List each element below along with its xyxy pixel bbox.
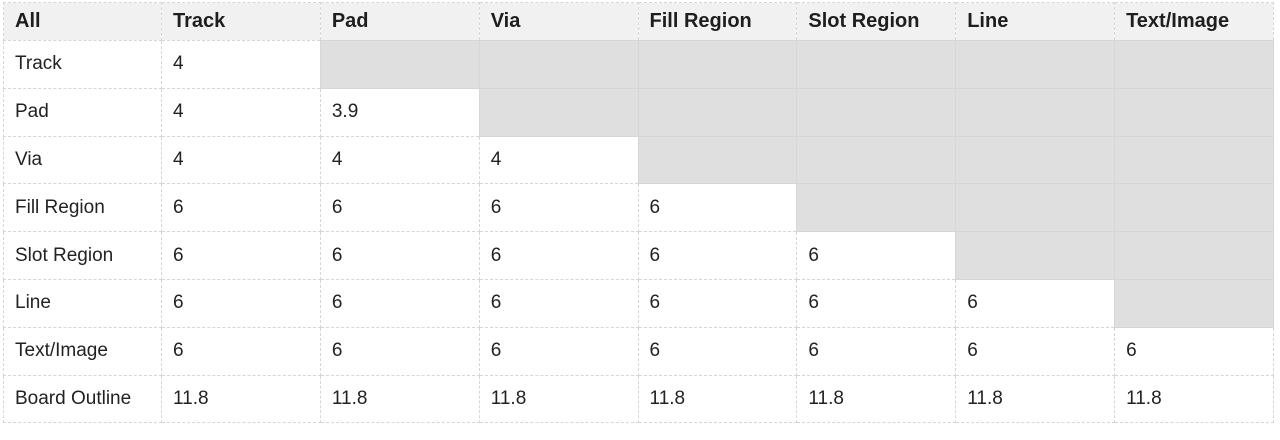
clearance-value-cell[interactable]: 4 bbox=[161, 40, 321, 89]
table-row: Slot Region 6 6 6 6 6 bbox=[3, 231, 1274, 280]
table-row: Via 4 4 4 bbox=[3, 135, 1274, 185]
clearance-value-cell[interactable]: 6 bbox=[319, 183, 480, 233]
clearance-value-cell[interactable]: 6 bbox=[955, 326, 1116, 376]
disabled-cell bbox=[955, 135, 1116, 185]
column-header[interactable]: Via bbox=[478, 2, 639, 41]
disabled-cell bbox=[637, 40, 798, 89]
clearance-value-cell[interactable]: 6 bbox=[637, 183, 798, 233]
row-header[interactable]: Line bbox=[3, 278, 162, 328]
clearance-value-cell[interactable]: 6 bbox=[478, 278, 639, 328]
clearance-table: All Track Pad Via Fill Region Slot Regio… bbox=[3, 2, 1274, 424]
clearance-value-cell[interactable]: 11.8 bbox=[319, 374, 480, 424]
clearance-value-cell[interactable]: 6 bbox=[319, 326, 480, 376]
clearance-value-cell[interactable]: 6 bbox=[478, 231, 639, 280]
clearance-value-cell[interactable]: 11.8 bbox=[637, 374, 798, 424]
clearance-value-cell[interactable]: 6 bbox=[637, 278, 798, 328]
table-row: Track 4 bbox=[3, 40, 1274, 89]
clearance-value-cell[interactable]: 6 bbox=[796, 326, 957, 376]
column-header[interactable]: Track bbox=[161, 2, 321, 41]
clearance-value-cell[interactable]: 6 bbox=[161, 183, 321, 233]
disabled-cell bbox=[319, 40, 480, 89]
disabled-cell bbox=[637, 135, 798, 185]
table-row: Text/Image 6 6 6 6 6 6 6 bbox=[3, 326, 1274, 376]
disabled-cell bbox=[637, 87, 798, 137]
row-header[interactable]: Pad bbox=[3, 87, 162, 137]
column-header[interactable]: Slot Region bbox=[796, 2, 957, 41]
clearance-value-cell[interactable]: 6 bbox=[478, 183, 639, 233]
disabled-cell bbox=[955, 183, 1116, 233]
corner-all-header[interactable]: All bbox=[3, 2, 162, 41]
column-header[interactable]: Fill Region bbox=[637, 2, 798, 41]
disabled-cell bbox=[478, 40, 639, 89]
clearance-value-cell[interactable]: 6 bbox=[478, 326, 639, 376]
table-row: Fill Region 6 6 6 6 bbox=[3, 183, 1274, 233]
disabled-cell bbox=[1114, 40, 1274, 89]
disabled-cell bbox=[955, 40, 1116, 89]
disabled-cell bbox=[796, 87, 957, 137]
column-header[interactable]: Pad bbox=[319, 2, 480, 41]
clearance-value-cell[interactable]: 11.8 bbox=[955, 374, 1116, 424]
row-header[interactable]: Via bbox=[3, 135, 162, 185]
clearance-value-cell[interactable]: 6 bbox=[955, 278, 1116, 328]
disabled-cell bbox=[1114, 135, 1274, 185]
row-header[interactable]: Board Outline bbox=[3, 374, 162, 424]
clearance-value-cell[interactable]: 6 bbox=[319, 231, 480, 280]
disabled-cell bbox=[796, 183, 957, 233]
table-row: Pad 4 3.9 bbox=[3, 87, 1274, 137]
clearance-value-cell[interactable]: 4 bbox=[478, 135, 639, 185]
row-header[interactable]: Text/Image bbox=[3, 326, 162, 376]
disabled-cell bbox=[955, 231, 1116, 280]
column-header[interactable]: Text/Image bbox=[1114, 2, 1274, 41]
clearance-value-cell[interactable]: 6 bbox=[637, 326, 798, 376]
disabled-cell bbox=[1114, 231, 1274, 280]
table-row: Board Outline 11.8 11.8 11.8 11.8 11.8 11.8 11.… bbox=[3, 374, 1274, 424]
clearance-value-cell[interactable]: 6 bbox=[796, 278, 957, 328]
clearance-value-cell[interactable]: 6 bbox=[161, 326, 321, 376]
clearance-value-cell[interactable]: 6 bbox=[161, 231, 321, 280]
column-header[interactable]: Line bbox=[955, 2, 1116, 41]
clearance-value-cell[interactable]: 4 bbox=[319, 135, 480, 185]
clearance-value-cell[interactable]: 11.8 bbox=[1114, 374, 1274, 424]
table-row: Line 6 6 6 6 6 6 bbox=[3, 278, 1274, 328]
clearance-value-cell[interactable]: 6 bbox=[1114, 326, 1274, 376]
clearance-value-cell[interactable]: 6 bbox=[161, 278, 321, 328]
clearance-matrix: All Track Pad Via Fill Region Slot Regio… bbox=[3, 2, 1274, 424]
disabled-cell bbox=[1114, 183, 1274, 233]
disabled-cell bbox=[1114, 87, 1274, 137]
disabled-cell bbox=[478, 87, 639, 137]
clearance-value-cell[interactable]: 6 bbox=[637, 231, 798, 280]
clearance-value-cell[interactable]: 11.8 bbox=[478, 374, 639, 424]
disabled-cell bbox=[955, 87, 1116, 137]
row-header[interactable]: Slot Region bbox=[3, 231, 162, 280]
disabled-cell bbox=[796, 40, 957, 89]
header-row: All Track Pad Via Fill Region Slot Regio… bbox=[3, 2, 1274, 41]
clearance-value-cell[interactable]: 6 bbox=[796, 231, 957, 280]
disabled-cell bbox=[796, 135, 957, 185]
clearance-value-cell[interactable]: 6 bbox=[319, 278, 480, 328]
clearance-value-cell[interactable]: 11.8 bbox=[161, 374, 321, 424]
clearance-value-cell[interactable]: 4 bbox=[161, 87, 321, 137]
row-header[interactable]: Fill Region bbox=[3, 183, 162, 233]
disabled-cell bbox=[1114, 278, 1274, 328]
row-header[interactable]: Track bbox=[3, 40, 162, 89]
clearance-value-cell[interactable]: 11.8 bbox=[796, 374, 957, 424]
clearance-value-cell[interactable]: 3.9 bbox=[319, 87, 480, 137]
clearance-value-cell[interactable]: 4 bbox=[161, 135, 321, 185]
